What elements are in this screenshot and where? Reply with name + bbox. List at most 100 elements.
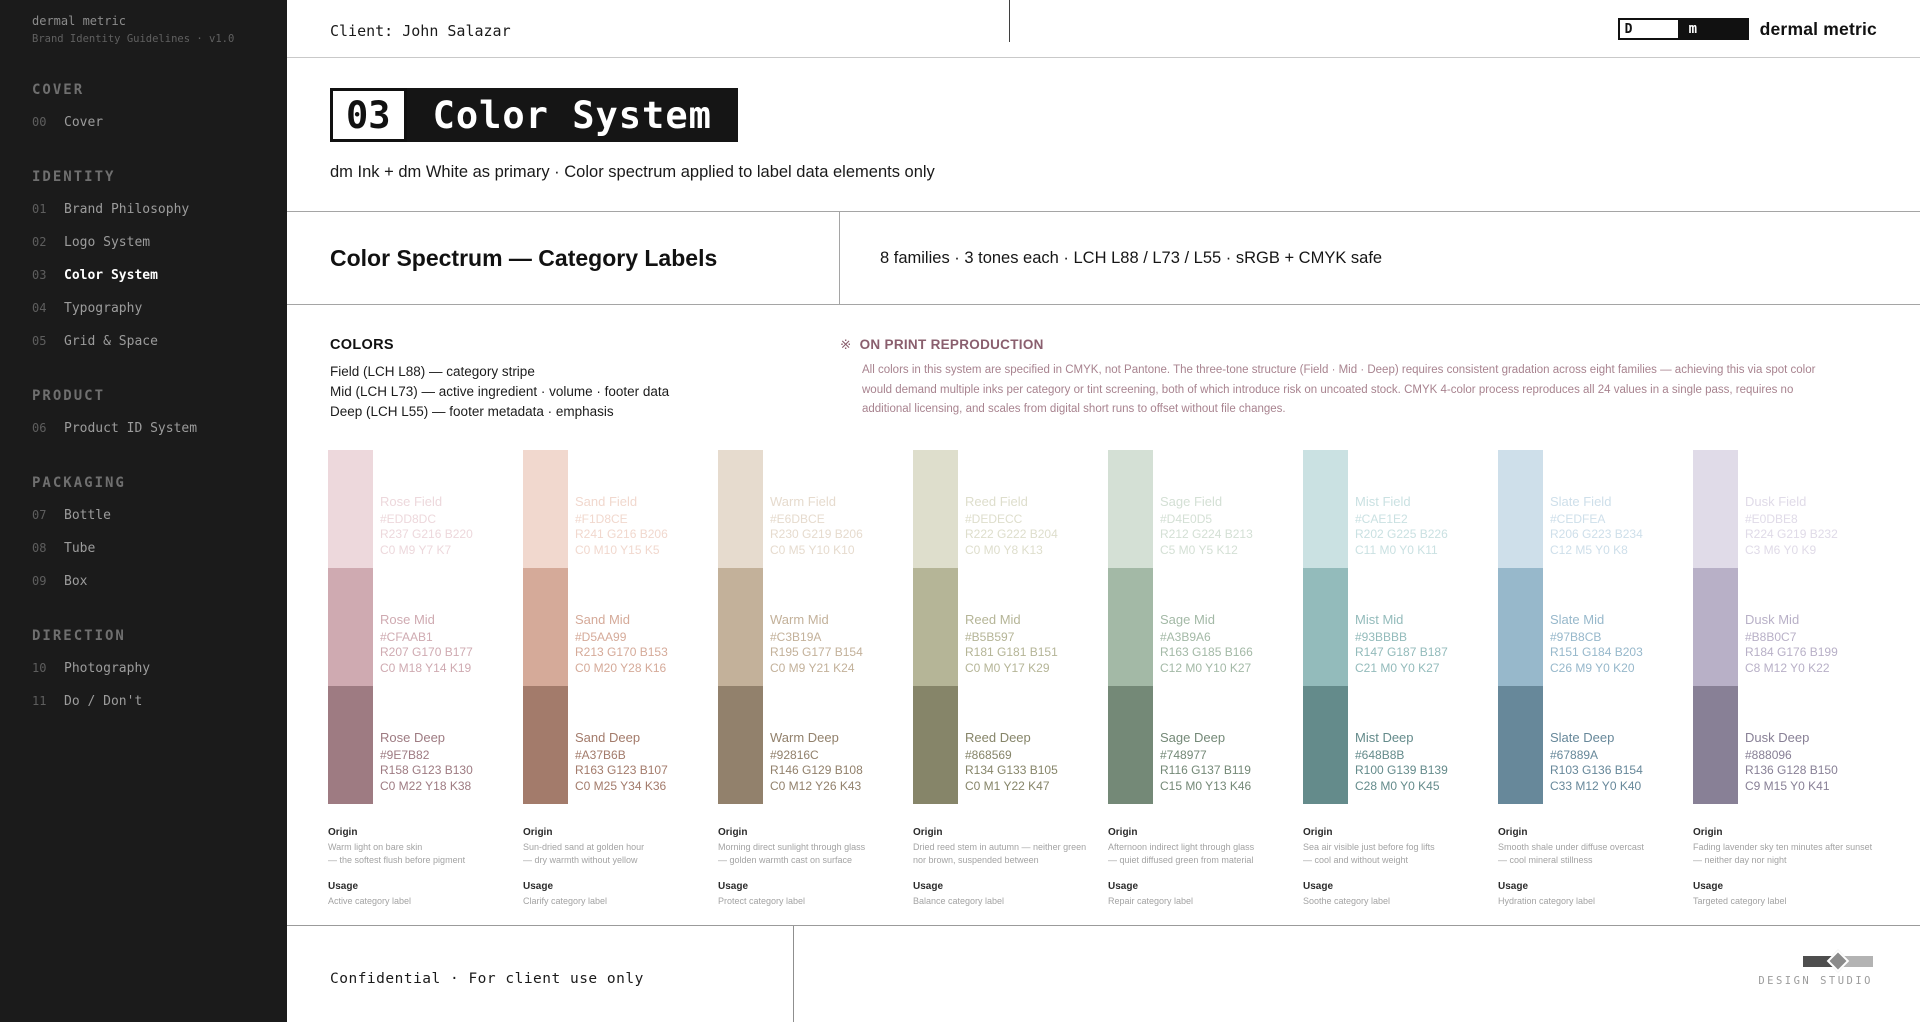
nav-item-number: 07 xyxy=(32,508,47,522)
swatch-sage-deep xyxy=(1108,686,1153,804)
tone-cmyk: C0 M10 Y15 K5 xyxy=(575,542,660,557)
tone-info: Sand Field #F1D8CE R241 G216 B206 C0 M10… xyxy=(523,450,718,568)
swatch-stripe xyxy=(913,450,958,804)
tone-rgb: R222 G222 B204 xyxy=(965,527,1058,541)
colors-intro: COLORS Field (LCH L88) — category stripe… xyxy=(330,337,669,422)
tone-rgb: R163 G123 B107 xyxy=(575,763,668,777)
tone-rgb: R213 G170 B153 xyxy=(575,645,668,659)
colors-intro-line-mid: Mid (LCH L73) — active ingredient · volu… xyxy=(330,384,670,399)
tone-cmyk: C21 M0 Y0 K27 xyxy=(1355,660,1440,675)
swatch-rose-deep xyxy=(328,686,373,804)
sidebar-item-cover[interactable]: 00 Cover xyxy=(32,115,287,130)
usage-text: Active category label xyxy=(328,896,412,906)
tone-label: Reed Mid xyxy=(965,611,1021,627)
nav-item-number: 10 xyxy=(32,661,47,675)
colors-intro-heading: COLORS xyxy=(330,337,394,353)
nav-items: 06 Product ID System xyxy=(32,421,287,436)
tone-rgb: R181 G181 B151 xyxy=(965,645,1058,659)
origin-text: Afternoon indirect light through glass — … xyxy=(1108,842,1255,865)
sidebar-item-tube[interactable]: 08 Tube xyxy=(32,541,287,556)
tone-cmyk: C0 M0 Y17 K29 xyxy=(965,660,1050,675)
tone-label: Warm Field xyxy=(770,493,836,509)
tone-info: Sand Deep #A37B6B R163 G123 B107 C0 M25 … xyxy=(523,686,718,804)
sidebar-item-box[interactable]: 09 Box xyxy=(32,574,287,589)
swatch-sage-field xyxy=(1108,450,1153,568)
origin-label: Origin xyxy=(1108,827,1138,838)
tone-rgb: R237 G216 B220 xyxy=(380,527,473,541)
nav-item-number: 00 xyxy=(32,115,47,129)
usage-label: Usage xyxy=(1303,881,1334,892)
tone-hex: #CEDFEA xyxy=(1550,511,1606,526)
nav-item-number: 11 xyxy=(32,694,47,708)
nav-item-label: Cover xyxy=(64,115,104,130)
swatch-stripe xyxy=(1303,450,1348,804)
tone-hex: #E6DBCE xyxy=(770,511,825,526)
sidebar-item-color-system[interactable]: 03 Color System xyxy=(32,268,287,283)
tone-hex: #97B8CB xyxy=(1550,629,1602,644)
reference-mark-icon: ※ xyxy=(840,337,852,352)
swatch-warm-field xyxy=(718,450,763,568)
tone-cmyk: C0 M5 Y10 K10 xyxy=(770,542,855,557)
nav-item-label: Photography xyxy=(64,661,151,676)
tone-texts: Rose Field #EDD8DC R237 G216 B220 C0 M9 … xyxy=(328,450,523,804)
nav-section: PACKAGING 07 Bottle 08 Tube 09 Box xyxy=(32,475,287,589)
tone-rgb: R184 G176 B199 xyxy=(1745,645,1838,659)
tone-label: Dusk Deep xyxy=(1745,729,1810,745)
main-content: Client: John Salazar D m dermal metric 0… xyxy=(287,0,1920,1022)
print-note: ※ ON PRINT REPRODUCTION All colors in thi… xyxy=(840,337,1850,420)
tone-info: Sage Mid #A3B9A6 R163 G185 B166 C12 M0 Y… xyxy=(1108,568,1303,686)
nav-section: DIRECTION 10 Photography 11 Do / Don't xyxy=(32,628,287,709)
nav-section-title: PRODUCT xyxy=(32,388,106,404)
tone-hex: #B5B597 xyxy=(965,629,1015,644)
tone-label: Dusk Field xyxy=(1745,493,1807,509)
sidebar-item-product-id-system[interactable]: 06 Product ID System xyxy=(32,421,287,436)
family-meta: Origin Warm light on bare skin — the soft… xyxy=(328,827,523,908)
swatch-stripe xyxy=(523,450,568,804)
tone-rgb: R207 G170 B177 xyxy=(380,645,473,659)
sidebar-item-bottle[interactable]: 07 Bottle xyxy=(32,508,287,523)
print-note-heading-text: ON PRINT REPRODUCTION xyxy=(859,337,1044,352)
tone-cmyk: C12 M0 Y10 K27 xyxy=(1160,660,1252,675)
tone-info: Slate Deep #67889A R103 G136 B154 C33 M1… xyxy=(1498,686,1693,804)
tone-info: Rose Field #EDD8DC R237 G216 B220 C0 M9 … xyxy=(328,450,523,568)
nav-item-label: Typography xyxy=(64,301,143,316)
nav-item-number: 05 xyxy=(32,334,47,348)
tone-cmyk: C33 M12 Y0 K40 xyxy=(1550,778,1642,793)
usage-text: Protect category label xyxy=(718,896,806,906)
tone-rgb: R116 G137 B119 xyxy=(1160,763,1251,777)
tone-info: Warm Mid #C3B19A R195 G177 B154 C0 M9 Y2… xyxy=(718,568,913,686)
color-family-slate: Slate Field #CEDFEA R206 G223 B234 C12 M… xyxy=(1498,450,1693,908)
tone-cmyk: C0 M9 Y21 K24 xyxy=(770,660,855,675)
studio-logo-icon xyxy=(1758,949,1873,973)
sidebar-item-do-don-t[interactable]: 11 Do / Don't xyxy=(32,694,287,709)
tone-cmyk: C0 M20 Y28 K16 xyxy=(575,660,667,675)
tone-label: Mist Deep xyxy=(1355,729,1414,745)
swatch-stripe xyxy=(1498,450,1543,804)
tone-info: Reed Deep #868569 R134 G133 B105 C0 M1 Y… xyxy=(913,686,1108,804)
sidebar-item-grid-space[interactable]: 05 Grid & Space xyxy=(32,334,287,349)
swatch-reed-mid xyxy=(913,568,958,686)
tone-hex: #C3B19A xyxy=(770,629,822,644)
colors-intro-line-deep: Deep (LCH L55) — footer metadata · empha… xyxy=(330,404,614,419)
usage-label: Usage xyxy=(328,881,359,892)
sidebar-item-logo-system[interactable]: 02 Logo System xyxy=(32,235,287,250)
sidebar-item-brand-philosophy[interactable]: 01 Brand Philosophy xyxy=(32,202,287,217)
print-note-heading: ※ ON PRINT REPRODUCTION xyxy=(840,337,1850,353)
tone-cmyk: C5 M0 Y5 K12 xyxy=(1160,542,1238,557)
sidebar-item-photography[interactable]: 10 Photography xyxy=(32,661,287,676)
family-meta: Origin Smooth shale under diffuse overca… xyxy=(1498,827,1693,908)
tone-cmyk: C26 M9 Y0 K20 xyxy=(1550,660,1635,675)
nav-section: COVER 00 Cover xyxy=(32,82,287,130)
colors-intro-line-field: Field (LCH L88) — category stripe xyxy=(330,364,535,379)
tone-rgb: R241 G216 B206 xyxy=(575,527,668,541)
nav-items: 10 Photography 11 Do / Don't xyxy=(32,661,287,709)
origin-label: Origin xyxy=(1498,827,1528,838)
usage-label: Usage xyxy=(1498,881,1529,892)
swatch-reed-field xyxy=(913,450,958,568)
tone-hex: #D5AA99 xyxy=(575,629,627,644)
swatch-rose-field xyxy=(328,450,373,568)
tone-hex: #DEDECC xyxy=(965,511,1023,526)
family-meta: Origin Fading lavender sky ten minutes a… xyxy=(1693,827,1888,908)
swatch-sage-mid xyxy=(1108,568,1153,686)
sidebar-item-typography[interactable]: 04 Typography xyxy=(32,301,287,316)
